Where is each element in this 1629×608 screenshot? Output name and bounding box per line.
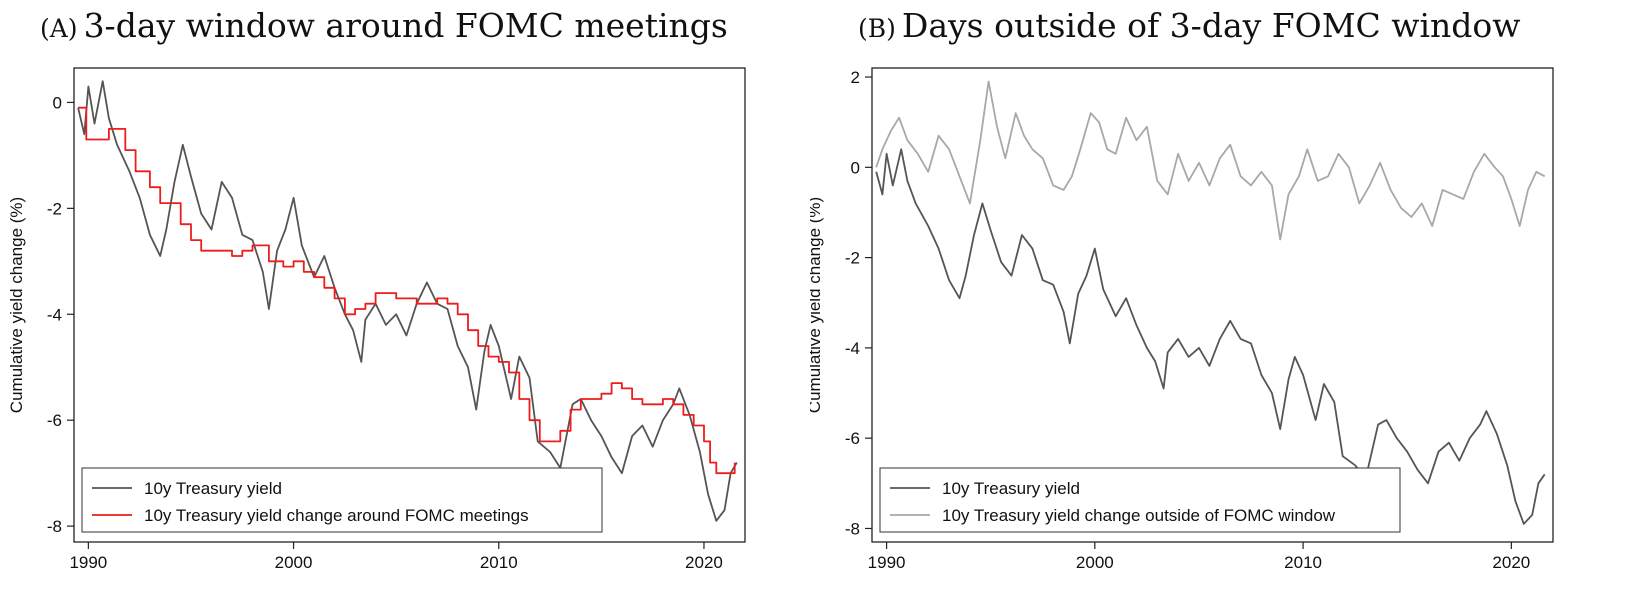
- x-tick-label: 2020: [685, 553, 723, 572]
- panel-b-tag: (B): [858, 14, 896, 43]
- legend-label-1: 10y Treasury yield: [144, 479, 282, 498]
- y-tick-label: -6: [47, 411, 62, 430]
- legend-label-2: 10y Treasury yield change outside of FOM…: [942, 506, 1336, 525]
- panel-a-title: (A) 3-day window around FOMC meetings: [40, 6, 728, 45]
- y-tick-label: -4: [47, 305, 62, 324]
- y-axis-label: Cumulative yield change (%): [7, 197, 26, 413]
- x-tick-label: 2010: [480, 553, 518, 572]
- plot-frame: [871, 67, 1554, 543]
- panel-a-tag: (A): [40, 14, 78, 43]
- y-tick-label: -8: [47, 517, 62, 536]
- panel-b-title: (B) Days outside of 3-day FOMC window: [858, 6, 1521, 45]
- legend-label-1: 10y Treasury yield: [942, 479, 1080, 498]
- chart-panel-b: 2 0 -2 -4 -6 -8 1990 2000 2010 2020 Cumulative yie…: [810, 67, 1554, 572]
- y-tick-label: -2: [47, 199, 62, 218]
- series-line-2: [78, 106, 736, 475]
- y-tick-label: 0: [53, 93, 62, 112]
- x-tick-label: 1990: [69, 553, 107, 572]
- x-tick-label: 2000: [275, 553, 313, 572]
- panel-a-title-text: 3-day window around FOMC meetings: [83, 6, 728, 45]
- y-tick-label: -6: [845, 429, 860, 448]
- series-line-1: [77, 80, 738, 522]
- series-line-1: [875, 148, 1546, 525]
- panel-b-title-text: Days outside of 3-day FOMC window: [901, 6, 1521, 45]
- legend-box: [879, 467, 1401, 533]
- x-tick-label: 2020: [1492, 553, 1530, 572]
- legend-box: [81, 467, 603, 533]
- y-tick-label: 2: [851, 68, 860, 87]
- y-tick-label: -2: [845, 249, 860, 268]
- x-tick-label: 2000: [1076, 553, 1114, 572]
- legend-label-2: 10y Treasury yield change around FOMC me…: [144, 506, 529, 525]
- plot-frame: [73, 67, 746, 543]
- chart-panel-a: 0 -2 -4 -6 -8 1990 2000 2010 2020 Cumulative yiel…: [7, 67, 746, 572]
- x-tick-label: 1990: [868, 553, 906, 572]
- x-tick-label: 2010: [1284, 553, 1322, 572]
- series-line-2: [875, 80, 1546, 241]
- y-tick-label: 0: [851, 158, 860, 177]
- y-axis-label: Cumulative yield change (%): [810, 197, 824, 413]
- y-tick-label: -8: [845, 519, 860, 538]
- y-tick-label: -4: [845, 339, 860, 358]
